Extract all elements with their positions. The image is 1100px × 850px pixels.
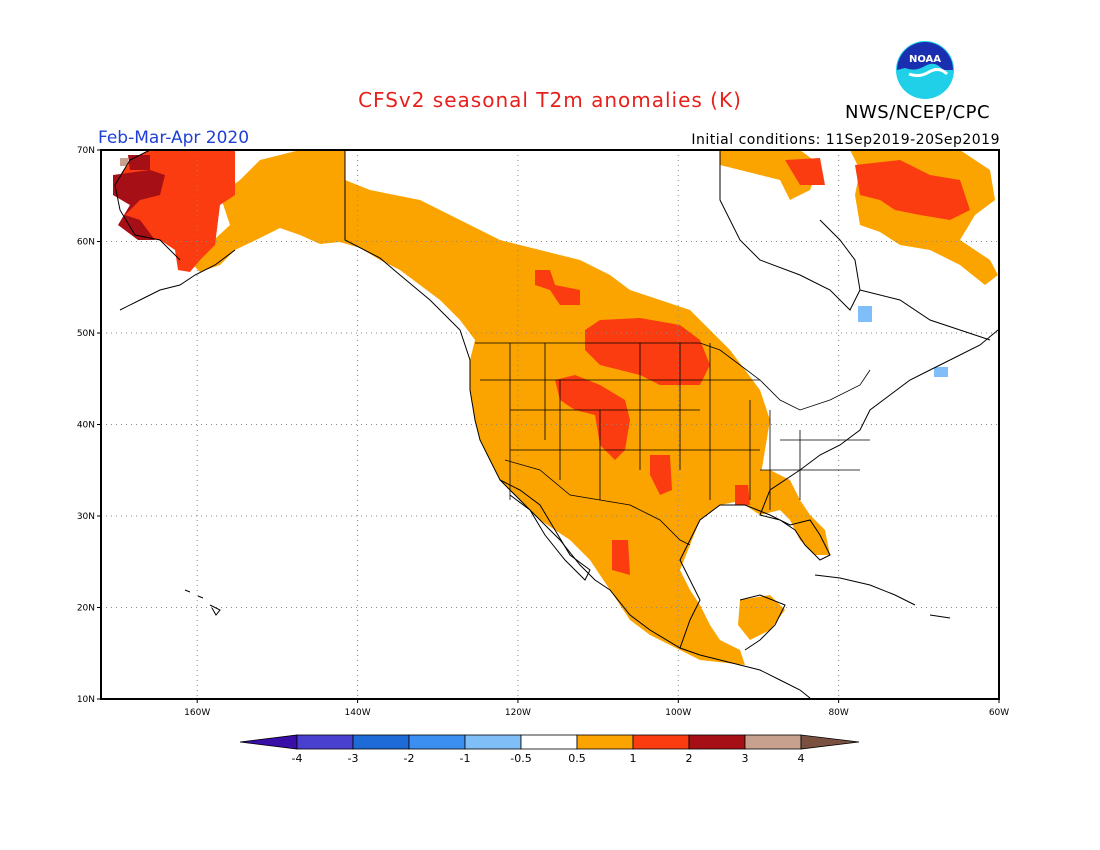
anomaly-region-canada-patch [535, 270, 580, 305]
legend-label: 1 [630, 752, 637, 765]
anomaly-fields [113, 150, 998, 665]
anomaly-region-quebec [858, 306, 872, 322]
legend-box [576, 734, 634, 750]
anomaly-region-southern-plains [650, 455, 672, 495]
legend-box [408, 734, 466, 750]
coastline-yucatan [739, 594, 786, 651]
anomaly-region-alaska-west [113, 170, 165, 240]
noaa-logo: NOAA [896, 41, 954, 99]
lon-tick-label: 120W [505, 708, 531, 718]
map-title: CFSv2 seasonal T2m anomalies (K) [358, 88, 742, 112]
lon-tick-label: 160W [184, 708, 210, 718]
legend-label: 4 [798, 752, 805, 765]
lat-tick-label: 50N [77, 329, 95, 339]
lat-tick-label: 10N [77, 695, 95, 705]
legend-label: -1 [460, 752, 471, 765]
anomaly-region-northern-plains [585, 318, 710, 385]
legend-label: -0.5 [510, 752, 531, 765]
legend-arrow-low [239, 734, 298, 750]
coastline-alaska [114, 149, 236, 311]
legend-label: -4 [292, 752, 303, 765]
legend-box [352, 734, 410, 750]
anomaly-region-greenland [855, 160, 970, 220]
lat-tick-label: 30N [77, 512, 95, 522]
forecast-period: Feb-Mar-Apr 2020 [98, 128, 250, 148]
legend-label: 2 [686, 752, 693, 765]
anomaly-region-mexico [612, 540, 630, 575]
states-west [480, 343, 760, 500]
anomaly-region-nova-scotia [934, 367, 948, 377]
lat-tick-label: 20N [77, 604, 95, 614]
coastline-baja [499, 479, 591, 581]
lat-tick-label: 40N [77, 421, 95, 431]
anomaly-region-hudson-east [785, 158, 825, 185]
coastline-gulf [679, 359, 951, 649]
legend-box [296, 734, 354, 750]
legend-box [688, 734, 746, 750]
legend-arrow-high [800, 734, 860, 750]
coastline-hawaii [184, 589, 221, 616]
legend-label: 0.5 [568, 752, 586, 765]
legend-label: -3 [348, 752, 359, 765]
lon-tick-label: 100W [665, 708, 691, 718]
initial-conditions: Initial conditions: 11Sep2019-20Sep2019 [691, 132, 1000, 148]
anomaly-region-southeast [740, 470, 830, 555]
coastlines [114, 149, 999, 699]
anomaly-region-rockies [555, 375, 630, 460]
lat-axis: 70N 60N 50N 40N 30N 20N 10N [77, 146, 101, 705]
legend-boxes [239, 734, 860, 750]
legend-labels: -4 -3 -2 -1 -0.5 0.5 1 2 3 4 [292, 752, 805, 765]
legend-label: 3 [742, 752, 749, 765]
lon-tick-label: 140W [345, 708, 371, 718]
coastline-east [859, 289, 999, 361]
coastline-cuba [814, 574, 951, 619]
borders [344, 150, 871, 546]
border-us-canada [475, 342, 871, 411]
lat-tick-label: 60N [77, 238, 95, 248]
lon-tick-label: 60W [989, 708, 1009, 718]
legend-box [464, 734, 522, 750]
legend-box [744, 734, 802, 750]
coastline-west [344, 150, 811, 699]
coastline-hudson [719, 150, 861, 311]
logo-text: NOAA [909, 54, 941, 65]
lon-tick-label: 80W [828, 708, 848, 718]
anomaly-region-western-na [190, 150, 770, 665]
lon-axis: 160W 140W 120W 100W 80W 60W [184, 699, 1009, 718]
legend-box [520, 734, 578, 750]
agency-label: NWS/NCEP/CPC [845, 102, 991, 123]
anomaly-region-alaska-tip [120, 158, 128, 166]
legend-box [632, 734, 690, 750]
anomaly-region-central-america [738, 595, 785, 640]
lat-tick-label: 70N [77, 146, 95, 156]
legend-label: -2 [404, 752, 415, 765]
border-us-mexico [504, 459, 691, 546]
anomaly-region-louisiana [735, 485, 750, 505]
states-east [709, 343, 870, 510]
